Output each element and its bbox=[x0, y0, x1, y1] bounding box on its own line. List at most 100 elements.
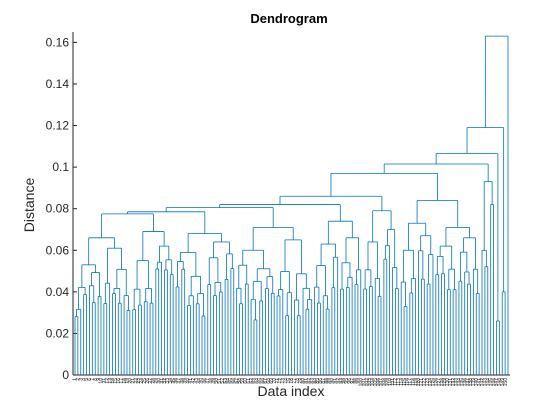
leaf-label: 30 bbox=[156, 378, 162, 384]
leaf-label: 10 bbox=[99, 378, 105, 384]
leaf-label: 113 bbox=[396, 378, 402, 386]
leaf-label: 125 bbox=[431, 378, 437, 387]
leaf-label: 69 bbox=[269, 378, 275, 384]
leaf-label: 138 bbox=[468, 378, 474, 387]
leaf-label: 52 bbox=[220, 378, 226, 384]
leaf-label: 50 bbox=[214, 378, 220, 384]
leaf-label: 126 bbox=[434, 378, 440, 387]
leaf-label: 110 bbox=[387, 378, 393, 386]
leaf-label: 76 bbox=[289, 378, 295, 384]
leaf-label: 47 bbox=[205, 378, 211, 384]
leaf-label: 51 bbox=[217, 378, 223, 384]
leaf-label: 97 bbox=[350, 378, 356, 384]
leaf-label: 21 bbox=[130, 378, 136, 384]
leaf-label: 45 bbox=[200, 378, 206, 384]
leaf-label: 73 bbox=[281, 378, 287, 384]
leaf-label: 70 bbox=[272, 378, 278, 384]
leaf-label: 32 bbox=[162, 378, 168, 384]
leaf-label: 16 bbox=[116, 378, 122, 384]
leaf-label: 116 bbox=[405, 378, 411, 386]
leaf-label: 29 bbox=[154, 378, 160, 384]
leaf-label: 25 bbox=[142, 378, 148, 384]
leaf-label: 82 bbox=[307, 378, 313, 384]
leaf-label: 133 bbox=[454, 378, 460, 387]
leaf-label: 132 bbox=[451, 378, 457, 387]
leaf-label: 103 bbox=[367, 378, 373, 387]
leaf-label: 100 bbox=[358, 378, 364, 387]
leaf-label: 109 bbox=[384, 378, 390, 387]
leaf-label: 129 bbox=[442, 378, 448, 387]
leaf-label: 107 bbox=[379, 378, 385, 387]
leaf-label: 26 bbox=[145, 378, 151, 384]
leaf-label: 106 bbox=[376, 378, 382, 387]
leaf-label: 147 bbox=[494, 378, 500, 387]
leaf-label: 93 bbox=[338, 378, 344, 384]
leaf-label: 7 bbox=[90, 378, 96, 381]
y-tick-label: 0.02 bbox=[46, 326, 70, 340]
leaf-label: 22 bbox=[133, 378, 139, 384]
leaf-label: 142 bbox=[480, 378, 486, 387]
leaf-label: 39 bbox=[182, 378, 188, 384]
leaf-label: 122 bbox=[422, 378, 428, 387]
leaf-label: 42 bbox=[191, 378, 197, 384]
leaf-label: 36 bbox=[174, 378, 180, 384]
y-tick-label: 0.1 bbox=[52, 160, 69, 174]
leaf-label: 1 bbox=[73, 378, 79, 381]
leaf-label: 9 bbox=[96, 378, 102, 381]
leaf-label: 68 bbox=[266, 378, 272, 384]
leaf-label: 91 bbox=[333, 378, 339, 384]
leaf-label: 108 bbox=[382, 378, 388, 387]
leaf-label: 86 bbox=[318, 378, 324, 384]
leaf-label: 64 bbox=[255, 378, 261, 384]
y-tick-label: 0.14 bbox=[46, 77, 70, 91]
dendrogram-links bbox=[74, 35, 509, 375]
leaf-label: 148 bbox=[497, 378, 503, 387]
leaf-label: 84 bbox=[312, 378, 318, 384]
leaf-label: 13 bbox=[107, 378, 113, 384]
leaf-label: 8 bbox=[93, 378, 99, 381]
leaf-label: 15 bbox=[113, 378, 119, 384]
y-tick-label: 0.06 bbox=[46, 243, 70, 257]
leaf-label: 2 bbox=[76, 378, 82, 381]
leaf-label: 143 bbox=[483, 378, 489, 387]
leaf-label: 127 bbox=[436, 378, 442, 387]
leaf-label: 62 bbox=[249, 378, 255, 384]
leaf-label: 139 bbox=[471, 378, 477, 387]
leaf-label: 61 bbox=[246, 378, 252, 384]
leaf-label: 54 bbox=[226, 378, 232, 384]
leaf-label: 146 bbox=[491, 378, 497, 387]
leaf-label: 27 bbox=[148, 378, 154, 384]
leaf-label: 85 bbox=[315, 378, 321, 384]
y-axis-label: Distance bbox=[21, 178, 37, 233]
leaf-label: 119 bbox=[413, 378, 419, 386]
x-axis-label: Data index bbox=[258, 383, 325, 399]
leaf-label: 102 bbox=[364, 378, 370, 387]
leaf-label: 141 bbox=[477, 378, 483, 387]
leaf-label: 94 bbox=[341, 378, 347, 384]
leaf-label: 117 bbox=[408, 378, 414, 386]
leaf-label: 71 bbox=[275, 378, 281, 384]
chart-title: Dendrogram bbox=[250, 11, 327, 26]
leaf-label: 98 bbox=[353, 378, 359, 384]
leaf-label: 43 bbox=[194, 378, 200, 384]
leaf-label: 3 bbox=[78, 378, 84, 381]
leaf-label: 24 bbox=[139, 378, 145, 384]
leaf-label: 135 bbox=[460, 378, 466, 387]
y-tick-label: 0.08 bbox=[46, 202, 70, 216]
leaf-label: 105 bbox=[373, 378, 379, 387]
leaf-label: 38 bbox=[180, 378, 186, 384]
leaf-label: 96 bbox=[347, 378, 353, 384]
leaf-label: 137 bbox=[465, 378, 471, 387]
leaf-label: 6 bbox=[87, 378, 93, 381]
leaf-label: 77 bbox=[292, 378, 298, 384]
leaf-label: 114 bbox=[399, 378, 405, 386]
leaf-label: 78 bbox=[295, 378, 301, 384]
leaf-label: 115 bbox=[402, 378, 408, 386]
leaf-label: 144 bbox=[485, 378, 491, 387]
leaf-label: 145 bbox=[488, 378, 494, 387]
leaf-label: 80 bbox=[301, 378, 307, 384]
leaf-label: 44 bbox=[197, 378, 203, 384]
leaf-label: 150 bbox=[503, 378, 509, 387]
leaf-label: 131 bbox=[448, 378, 454, 387]
